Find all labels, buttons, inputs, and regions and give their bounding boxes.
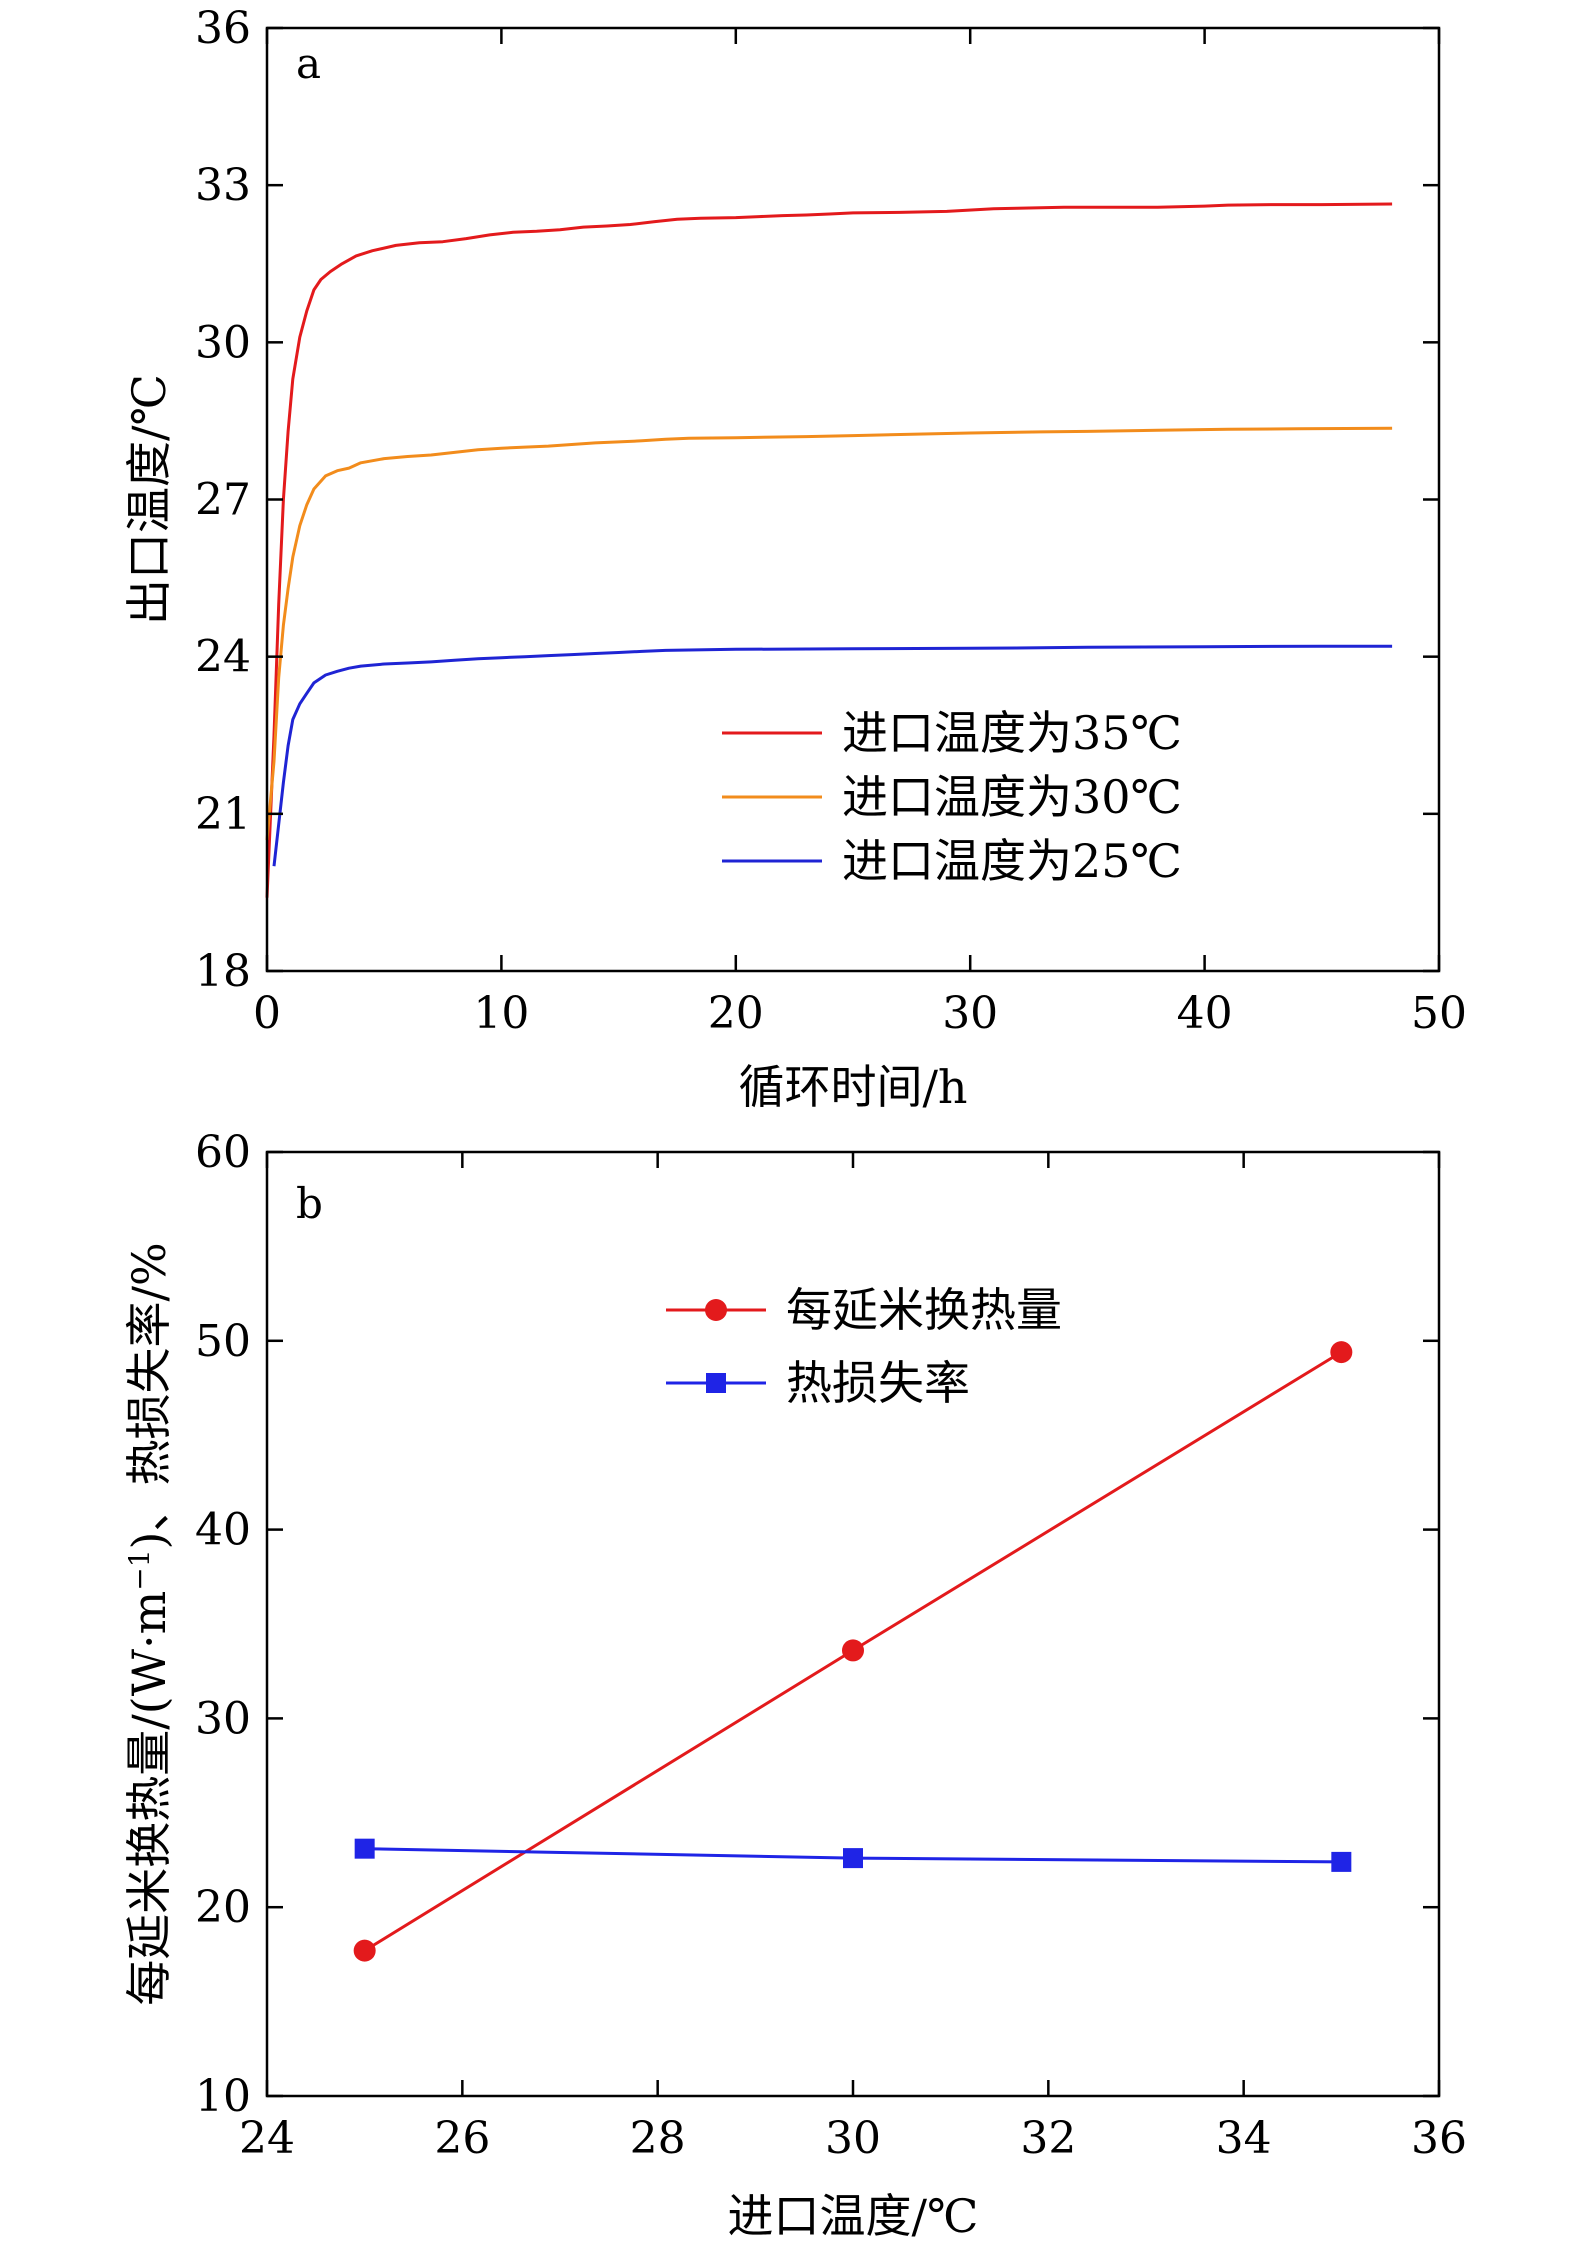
y-tick-label: 33 [195,160,251,211]
y-tick-label: 18 [195,946,251,997]
x-tick-label: 24 [239,2113,295,2164]
legend-label-2: 热损失率 [786,1356,970,1410]
y-tick-label: 24 [195,632,251,683]
legend-label-2: 进口温度为30℃ [842,770,1182,824]
legend-label-1: 进口温度为35℃ [842,706,1182,760]
panel-b-x-axis-label: 进口温度/℃ [728,2189,979,2243]
data-point-square [843,1848,863,1869]
series-line-3 [272,644,1393,867]
panel-b-y-axis-label-prefix: 每延米换热量/(W·m [122,1591,176,2006]
legend-label-1: 每延米换热量 [786,1283,1062,1337]
x-tick-label: 20 [708,988,764,1039]
panel-a-x-axis-label: 循环时间/h [738,1060,967,1114]
y-tick-label: 10 [195,2071,251,2122]
panel-b-series-group [353,1341,1353,1962]
legend-marker-circle [705,1299,727,1321]
y-tick-label: 40 [195,1505,251,1556]
x-tick-label: 32 [1020,2113,1076,2164]
x-tick-label: 34 [1216,2113,1272,2164]
y-tick-label: 50 [195,1316,251,1367]
x-tick-label: 50 [1411,988,1467,1039]
x-tick-label: 0 [253,988,281,1039]
series-line-1 [265,202,1393,898]
panel-b-chart: 24 26 28 30 32 34 36 10 20 30 40 50 60 b 进口温度/℃ 每延米换… [122,1127,1467,2243]
panel-a-ticks: 0 10 20 30 40 50 18 21 24 27 30 33 36 [195,3,1467,1039]
y-tick-label: 60 [195,1127,251,1178]
legend-marker-square [706,1373,726,1393]
x-tick-label: 30 [825,2113,881,2164]
y-tick-label: 30 [195,317,251,368]
panel-b-y-axis-label: 每延米换热量/(W·m−1)、热损失率/% [122,1242,176,2005]
legend-label-3: 进口温度为25℃ [842,834,1182,888]
panel-a-y-axis-label: 出口温度/℃ [122,374,176,625]
x-tick-label: 30 [942,988,998,1039]
panel-a-series-group [265,202,1393,898]
panel-b-y-axis-label-suffix: )、热损失率/% [122,1242,176,1549]
y-tick-label: 30 [195,1693,251,1744]
y-tick-label: 27 [195,475,251,526]
data-point-square [1331,1851,1352,1872]
data-point-circle [353,1939,376,1962]
x-tick-label: 26 [434,2113,490,2164]
y-tick-label: 20 [195,1882,251,1933]
panel-b-ticks: 24 26 28 30 32 34 36 10 20 30 40 50 60 [195,1127,1467,2164]
data-point-circle [842,1639,864,1662]
x-tick-label: 40 [1177,988,1233,1039]
panel-a-plot-frame [265,26,1441,973]
panel-a-chart: 0 10 20 30 40 50 18 21 24 27 30 33 36 a 循环时间/h 出口温度/… [122,3,1467,1114]
data-point-circle [1330,1341,1353,1364]
y-tick-label: 36 [195,3,251,54]
x-tick-label: 10 [473,988,529,1039]
series-line-2 [265,426,1393,841]
y-tick-label: 21 [195,789,251,840]
panel-b-y-axis-label-superscript: −1 [123,1549,156,1590]
x-tick-label: 36 [1411,2113,1467,2164]
panel-b-label: b [296,1179,323,1228]
x-tick-label: 28 [630,2113,686,2164]
data-point-square [354,1838,375,1859]
panel-a-legend: 进口温度为35℃ 进口温度为30℃ 进口温度为25℃ [722,706,1182,888]
panel-a-label: a [296,39,321,88]
